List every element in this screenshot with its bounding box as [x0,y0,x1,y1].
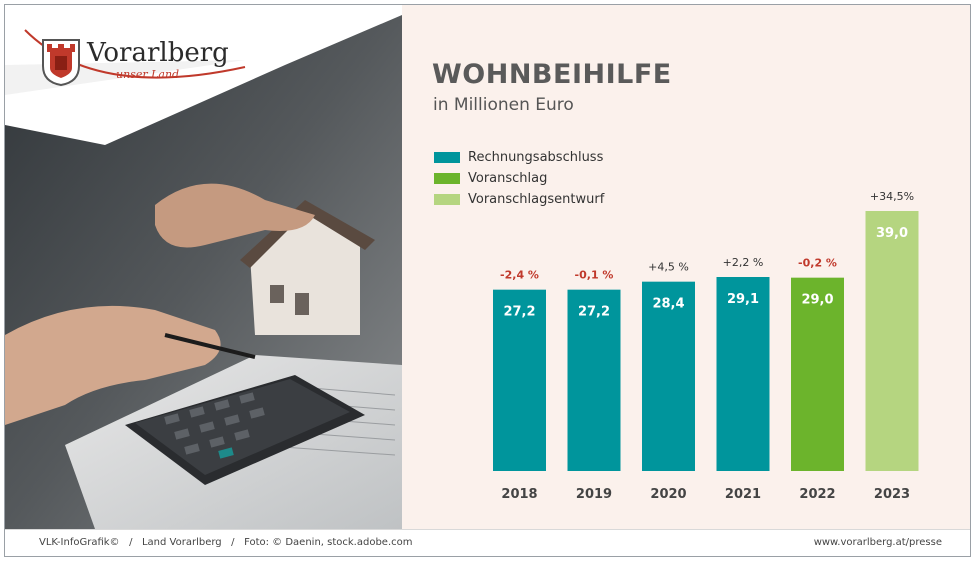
change-label: +34,5% [870,190,914,203]
x-tick-label: 2020 [650,487,686,502]
legend-item-rechnungsabschluss: Rechnungsabschluss [434,147,604,168]
x-tick-label: 2018 [501,487,537,502]
coat-of-arms-icon [42,39,80,86]
brand-name: Vorarlberg [87,38,229,68]
bar-2023 [865,211,919,471]
x-tick-label: 2021 [725,487,761,502]
bar-2022 [791,277,844,471]
legend-label: Voranschlag [468,171,548,186]
x-tick-label: 2019 [576,487,612,502]
bar-value-label: 29,1 [727,292,759,307]
photo-panel: Vorarlberg unser Land [5,5,402,529]
chart-panel: WOHNBEIHILFE in Millionen Euro Rechnungs… [402,5,970,529]
change-label: -0,2 % [798,257,837,270]
legend-swatch-voranschlagsentwurf [434,194,460,205]
legend-label: Rechnungsabschluss [468,150,604,165]
change-label: +2,2 % [723,256,764,269]
bar-value-label: 28,4 [652,297,684,312]
change-label: -2,4 % [500,269,539,282]
bar-value-label: 39,0 [876,226,908,241]
footer: VLK-InfoGrafik© / Land Vorarlberg / Foto… [5,529,970,556]
infographic: Vorarlberg unser Land WOHNBEIHILFE in Mi… [4,4,971,557]
legend-swatch-rechnungsabschluss [434,152,460,163]
change-label: +4,5 % [648,261,689,274]
brand-tagline: unser Land [116,68,180,81]
bar-2021 [716,277,770,471]
chart-subtitle: in Millionen Euro [433,95,574,115]
bar-value-label: 29,0 [801,293,833,308]
bar-2020 [642,281,695,471]
x-tick-label: 2022 [799,487,835,502]
legend-label: Voranschlagsentwurf [468,192,605,207]
legend-swatch-voranschlag [434,173,460,184]
legend-item-voranschlag: Voranschlag [434,168,604,189]
x-tick-label: 2023 [874,487,910,502]
chart-legend: Rechnungsabschluss Voranschlag Voranschl… [434,147,604,210]
footer-credits: VLK-InfoGrafik© / Land Vorarlberg / Foto… [39,537,413,548]
legend-item-voranschlagsentwurf: Voranschlagsentwurf [434,189,604,210]
chart-title: WOHNBEIHILFE [432,59,672,90]
bar-value-label: 27,2 [503,305,535,320]
bar-value-label: 27,2 [578,305,610,320]
photo-calculator-house [5,5,402,529]
change-label: -0,1 % [575,269,614,282]
bar-2019 [567,289,621,471]
footer-url[interactable]: www.vorarlberg.at/presse [813,537,942,548]
bar-2018 [493,289,546,471]
bar-chart: 27,2 -2,4 % 2018 27,2 -0,1 % 2019 28,4 +4,5 % 20… [493,190,919,502]
